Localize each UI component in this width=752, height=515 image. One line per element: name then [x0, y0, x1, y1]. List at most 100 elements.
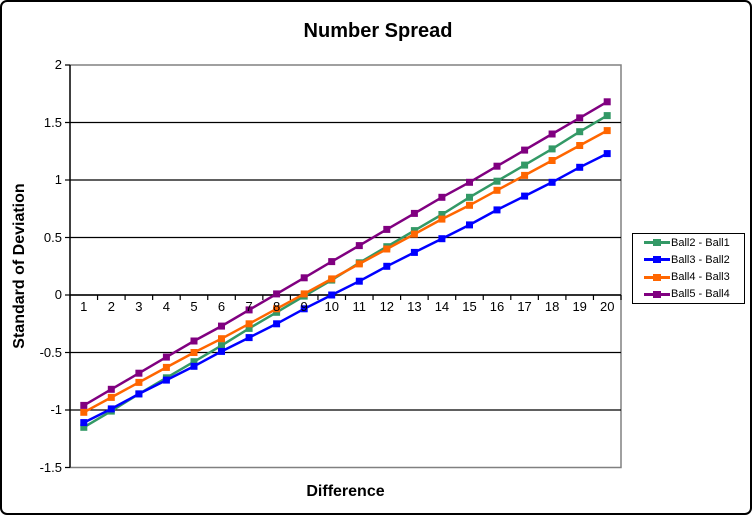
series-marker [218, 335, 225, 343]
x-tick-label: 17 [517, 299, 532, 314]
x-tick-label: 3 [135, 299, 143, 314]
chart-title: Number Spread [303, 20, 453, 42]
series-marker [603, 150, 611, 158]
x-tick-label: 15 [462, 299, 477, 314]
x-tick-label: 19 [572, 299, 587, 314]
series-marker [548, 145, 556, 153]
series-marker [521, 171, 529, 179]
series-marker [521, 161, 529, 169]
x-tick-label: 4 [162, 299, 171, 314]
x-tick-label: 6 [217, 299, 226, 314]
x-tick-label: 9 [300, 299, 308, 314]
series-marker [245, 306, 253, 314]
legend-marker [653, 239, 661, 247]
x-tick-label: 5 [190, 299, 198, 314]
series-marker [135, 378, 143, 386]
series-marker [603, 98, 611, 106]
series-marker [548, 130, 556, 138]
legend-line-marker-icon [644, 255, 670, 264]
series-marker [410, 248, 418, 256]
legend-item: Ball2 - Ball1 [644, 234, 744, 251]
legend-label: Ball3 - Ball2 [671, 253, 730, 266]
legend-marker [653, 256, 661, 264]
legend: Ball2 - Ball1 Ball3 - Ball2 Ball4 - Ball3 B… [632, 233, 745, 304]
series-marker [548, 178, 556, 186]
y-tick-label: 0 [54, 287, 62, 302]
series-marker [190, 349, 198, 356]
series-marker [328, 291, 336, 299]
series-marker [218, 322, 225, 330]
x-tick-label: 8 [273, 299, 281, 314]
series-marker [300, 290, 308, 298]
series-marker [162, 376, 170, 384]
series-marker [328, 258, 336, 266]
series-marker [300, 274, 308, 282]
x-tick-label: 20 [599, 299, 615, 314]
plot-background [70, 65, 621, 468]
series-marker [80, 408, 88, 416]
series-marker [300, 305, 308, 313]
series-marker [245, 334, 253, 342]
series-marker [576, 128, 584, 136]
series-marker [410, 209, 418, 217]
series-marker [466, 221, 473, 229]
series-marker [383, 225, 391, 233]
y-tick-label: 1.5 [43, 114, 62, 130]
legend-item: Ball3 - Ball2 [644, 251, 744, 268]
series-marker [107, 385, 115, 393]
series-marker [548, 157, 556, 164]
series-marker [493, 177, 501, 185]
series-marker [80, 401, 88, 409]
series-marker [466, 178, 473, 186]
series-marker [273, 305, 281, 313]
series-marker [438, 215, 446, 223]
series-marker [576, 142, 584, 149]
series-marker [135, 390, 143, 398]
series-marker [245, 320, 253, 328]
y-tick-label: 0.5 [43, 229, 62, 245]
x-tick-label: 14 [434, 299, 450, 314]
series-marker [603, 112, 611, 120]
legend-label: Ball2 - Ball1 [671, 236, 730, 249]
x-tick-label: 18 [544, 299, 560, 314]
series-line [83, 152, 608, 424]
x-tick-label: 1 [80, 299, 88, 314]
series-marker [162, 363, 170, 371]
legend-line-marker-icon [644, 238, 670, 247]
series-marker [80, 419, 88, 427]
series-marker [576, 114, 584, 122]
x-tick-label: 13 [407, 299, 422, 314]
legend-marker [653, 273, 661, 281]
series-marker [190, 362, 198, 370]
series-marker [218, 342, 225, 350]
series-marker [410, 230, 418, 238]
series-marker [521, 146, 529, 154]
series-marker [80, 423, 88, 431]
x-tick-label: 10 [324, 299, 339, 314]
series-marker [135, 369, 143, 377]
x-tick-label: 7 [245, 299, 253, 314]
series-marker [438, 193, 446, 201]
series-marker [328, 275, 336, 283]
series-marker [603, 127, 611, 135]
series-marker [355, 277, 363, 285]
series-marker [273, 290, 281, 298]
series-marker [438, 211, 446, 218]
y-tick-label: -1 [50, 402, 62, 417]
y-tick-label: 2 [54, 57, 62, 72]
series-line [83, 100, 608, 407]
legend-label: Ball5 - Ball4 [671, 288, 730, 301]
series-marker [576, 163, 584, 171]
series-marker [107, 405, 115, 413]
series-marker [493, 186, 501, 194]
series-marker [383, 245, 391, 253]
series-line [83, 129, 608, 414]
x-tick-label: 11 [352, 299, 367, 314]
series-marker [245, 324, 253, 332]
plot-border [70, 64, 622, 469]
series-marker [162, 353, 170, 361]
legend-label: Ball4 - Ball3 [671, 271, 730, 284]
x-axis-title: Difference [306, 483, 385, 500]
